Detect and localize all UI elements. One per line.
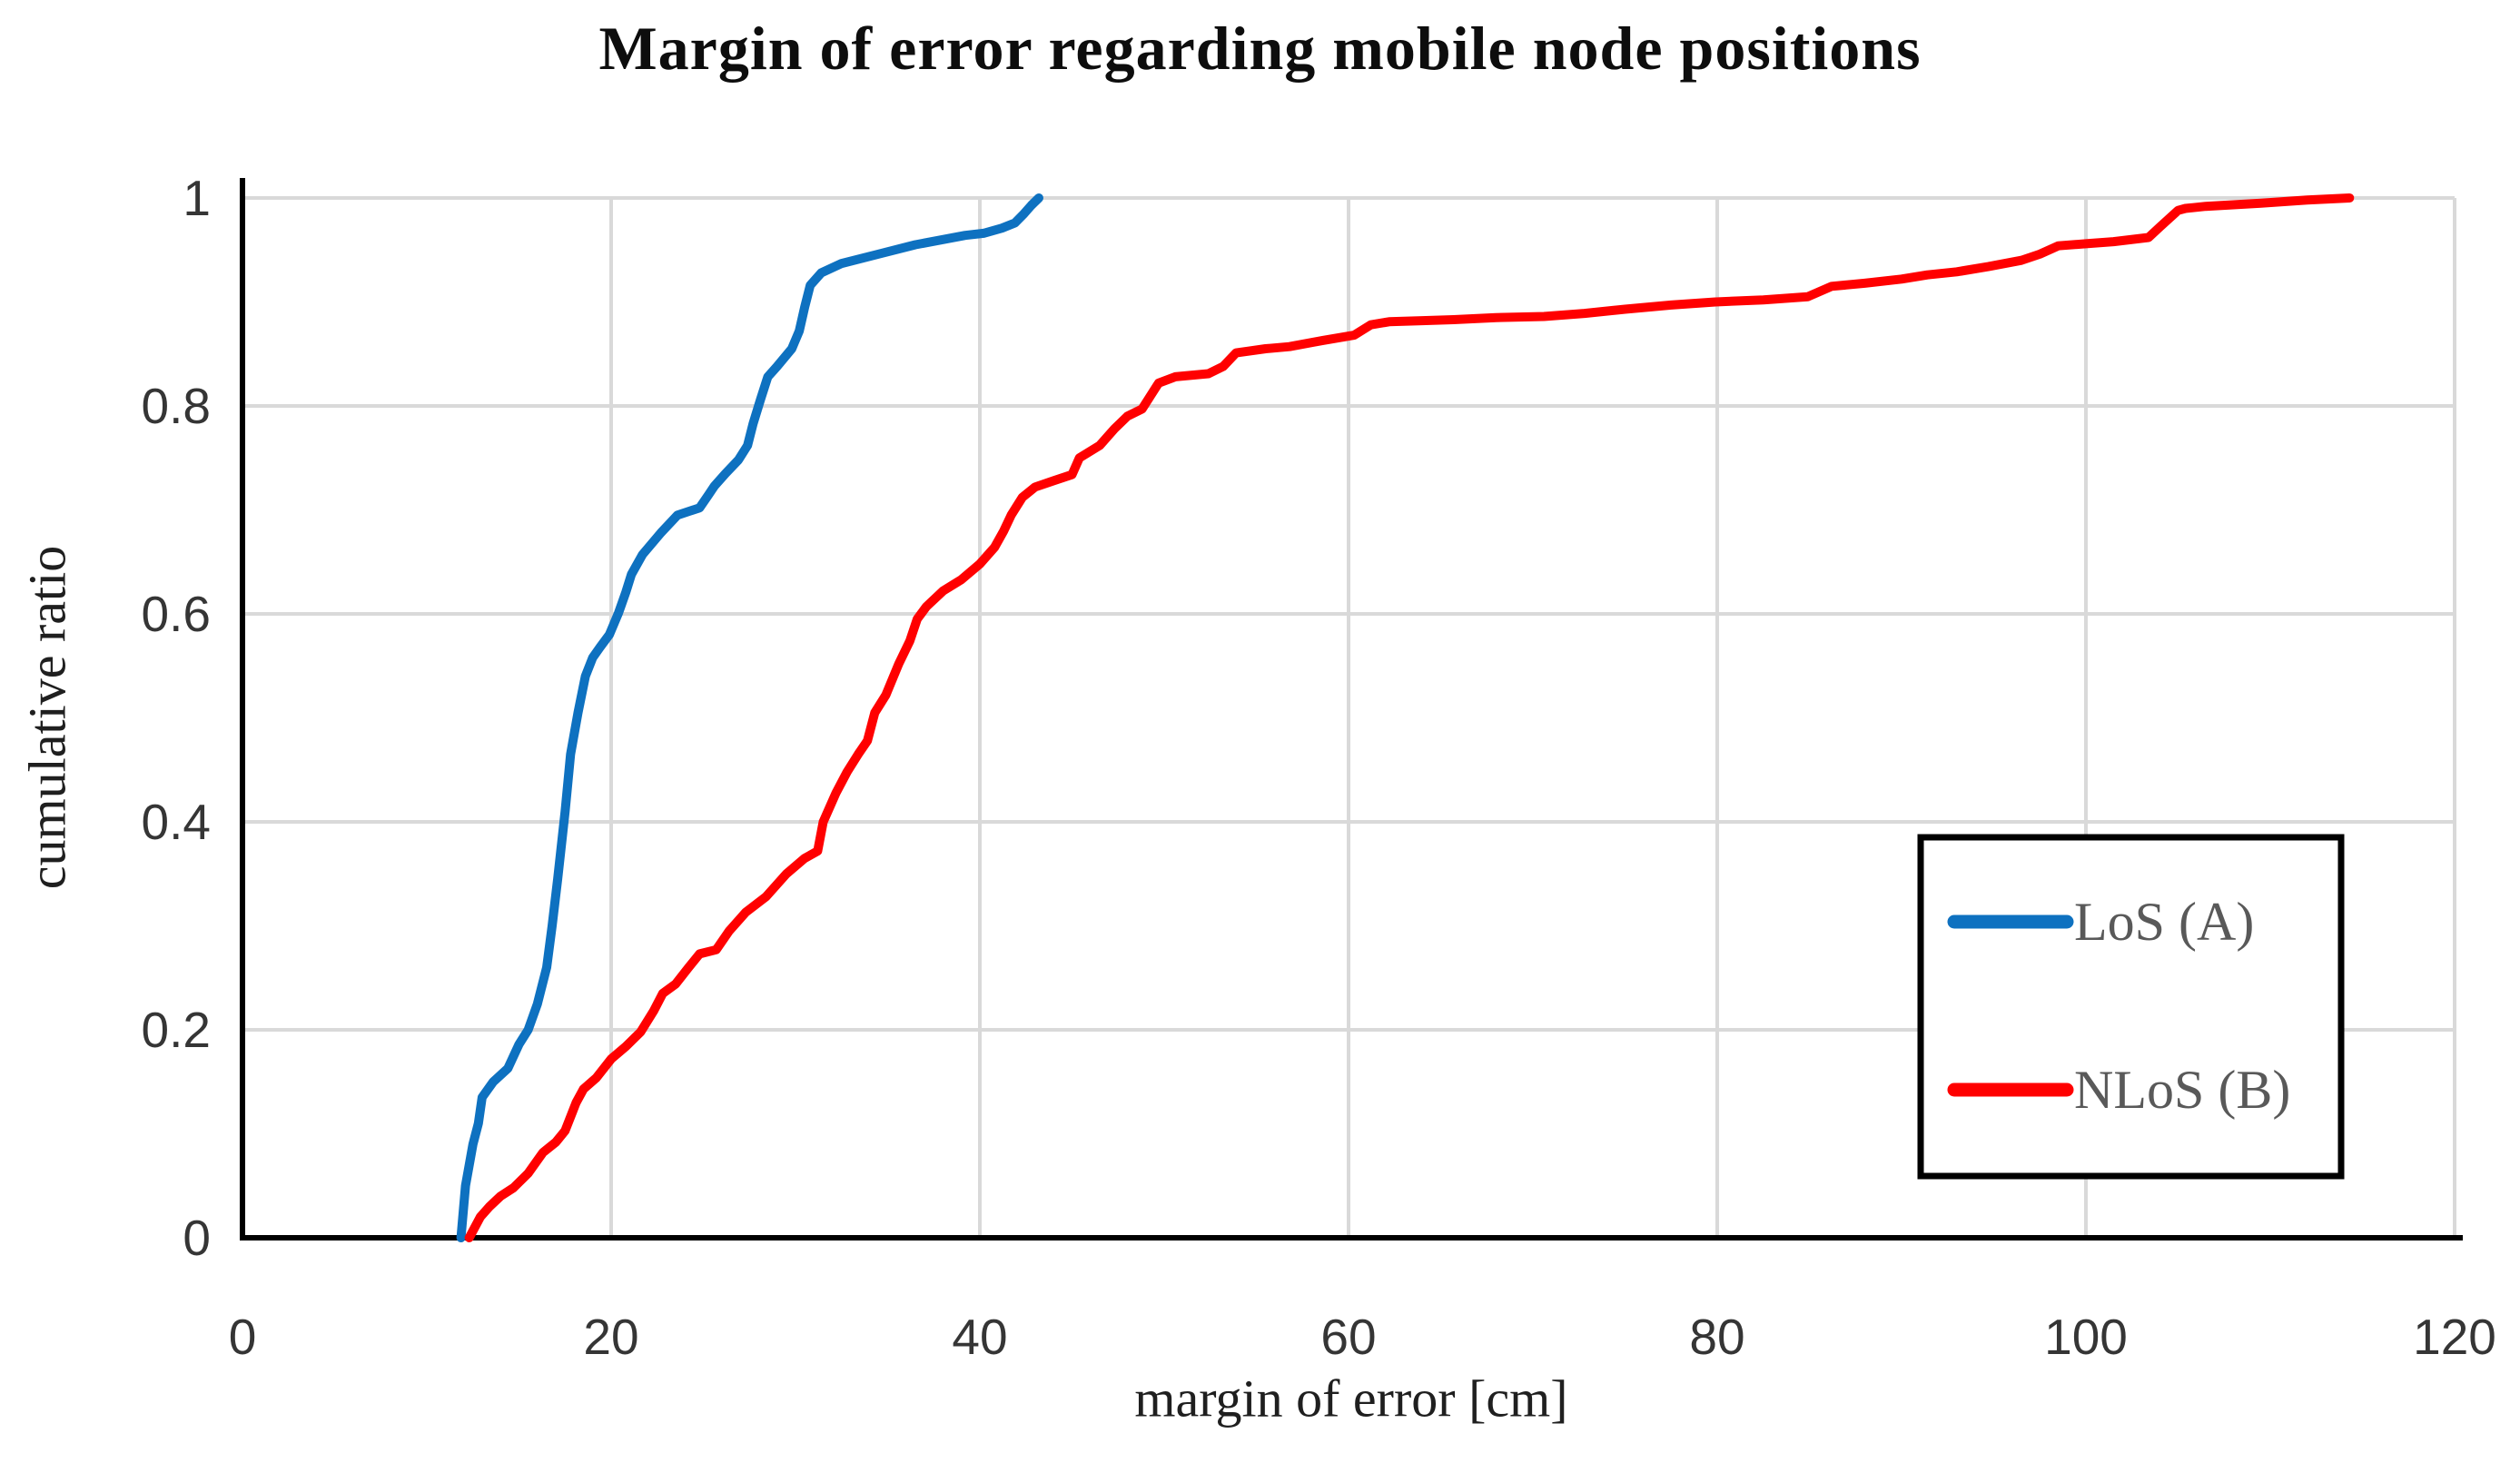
y-tick-label: 0.4	[142, 794, 211, 850]
x-tick-label: 100	[2044, 1309, 2128, 1365]
x-tick-label: 0	[229, 1309, 257, 1365]
x-axis-title: margin of error [cm]	[1134, 1369, 1567, 1428]
y-tick-label: 0.2	[142, 1002, 211, 1058]
x-tick-label: 60	[1320, 1309, 1376, 1365]
series-group	[456, 193, 2355, 1242]
y-tick-label: 0.6	[142, 586, 211, 642]
chart-title: Margin of error regarding mobile node po…	[598, 14, 1922, 83]
series-line-los-a	[456, 193, 1043, 1242]
x-tick-label: 20	[583, 1309, 638, 1365]
legend-box: LoS (A) NLoS (B)	[1917, 834, 2345, 1180]
axes-group	[240, 178, 2463, 1241]
series-line-nlos-b	[464, 193, 2355, 1242]
x-tick-label: 80	[1689, 1309, 1744, 1365]
legend-label-nlos: NLoS (B)	[2074, 1060, 2290, 1120]
y-tick-label: 0	[183, 1210, 211, 1266]
tick-label-group: 0 20 40 60 80 100 120 0 0.2 0.4 0.6 0.8 1	[142, 170, 2496, 1365]
legend-item-los: LoS (A)	[1947, 892, 2254, 952]
legend-item-nlos: NLoS (B)	[1947, 1060, 2290, 1120]
x-tick-label: 40	[952, 1309, 1007, 1365]
legend-border	[1917, 834, 2345, 1180]
x-tick-label: 120	[2413, 1309, 2496, 1365]
legend-label-los: LoS (A)	[2074, 892, 2254, 952]
y-tick-label: 0.8	[142, 378, 211, 434]
y-tick-label: 1	[183, 170, 211, 226]
y-axis-title: cumulative ratio	[18, 546, 77, 889]
